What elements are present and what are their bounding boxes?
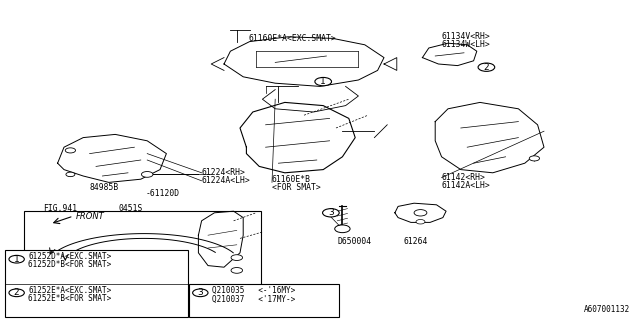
Text: 3: 3	[198, 288, 203, 297]
Circle shape	[9, 289, 24, 297]
Text: 84985B: 84985B	[90, 183, 119, 192]
Text: 2: 2	[484, 63, 489, 72]
Text: 61264: 61264	[403, 237, 428, 246]
Text: 61252E*B<FOR SMAT>: 61252E*B<FOR SMAT>	[28, 294, 111, 303]
Circle shape	[141, 172, 153, 177]
Text: 61142<RH>: 61142<RH>	[442, 173, 486, 182]
Circle shape	[335, 225, 350, 233]
Circle shape	[9, 255, 24, 263]
Text: 61176F<RH>: 61176F<RH>	[14, 279, 63, 288]
Text: 61252D*A<EXC.SMAT>: 61252D*A<EXC.SMAT>	[28, 252, 111, 261]
Circle shape	[323, 209, 339, 217]
Text: 61252E*A<EXC.SMAT>: 61252E*A<EXC.SMAT>	[28, 286, 111, 295]
Circle shape	[478, 63, 495, 71]
Bar	[24, 211, 261, 302]
Circle shape	[315, 77, 332, 86]
Text: 2: 2	[14, 288, 19, 297]
Text: 61224A<LH>: 61224A<LH>	[202, 176, 250, 185]
Text: 3: 3	[328, 208, 333, 217]
Circle shape	[66, 172, 75, 177]
Circle shape	[529, 156, 540, 161]
Text: 61160E*A<EXC.SMAT>: 61160E*A<EXC.SMAT>	[248, 34, 336, 43]
Text: FRONT: FRONT	[76, 212, 104, 221]
Circle shape	[231, 268, 243, 273]
Bar	[5, 250, 188, 317]
Circle shape	[416, 220, 425, 224]
Text: 1: 1	[321, 77, 326, 86]
Text: 0451S: 0451S	[118, 204, 143, 212]
Text: 1: 1	[14, 255, 19, 264]
Text: 61134W<LH>: 61134W<LH>	[442, 40, 490, 49]
Circle shape	[65, 148, 76, 153]
Text: <FOR SMAT>: <FOR SMAT>	[272, 183, 321, 192]
Circle shape	[231, 255, 243, 260]
Text: 61160E*B: 61160E*B	[272, 175, 311, 184]
Text: 61252D*B<FOR SMAT>: 61252D*B<FOR SMAT>	[28, 260, 111, 269]
Bar	[189, 284, 339, 317]
Text: -61120D: -61120D	[146, 189, 180, 198]
Text: 61176G<LH>: 61176G<LH>	[14, 287, 63, 296]
Text: A607001132: A607001132	[584, 305, 630, 314]
Circle shape	[414, 210, 427, 216]
Text: 61224<RH>: 61224<RH>	[202, 168, 246, 177]
Circle shape	[193, 289, 208, 297]
Text: 61134V<RH>: 61134V<RH>	[442, 32, 490, 41]
Text: Q210035   <-'16MY>: Q210035 <-'16MY>	[212, 286, 295, 295]
Text: 61142A<LH>: 61142A<LH>	[442, 181, 490, 190]
Text: FIG.941: FIG.941	[44, 204, 77, 212]
Text: Q210037   <'17MY->: Q210037 <'17MY->	[212, 295, 295, 304]
Text: D650004: D650004	[337, 237, 371, 246]
